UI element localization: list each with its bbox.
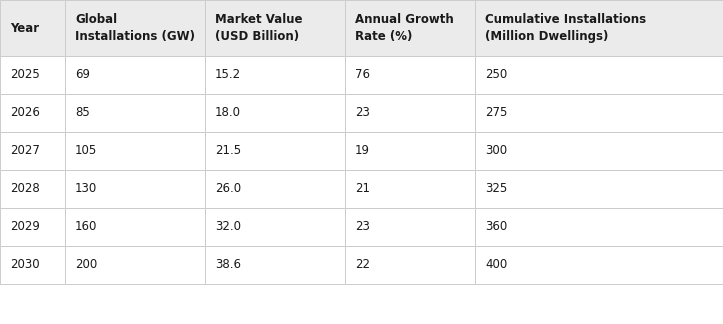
Text: Market Value
(USD Billion): Market Value (USD Billion) <box>215 13 302 43</box>
Bar <box>205 56 345 94</box>
Bar <box>0 208 65 246</box>
Bar <box>65 132 205 170</box>
Bar <box>205 132 345 170</box>
Bar <box>205 208 345 246</box>
Text: 19: 19 <box>355 145 370 157</box>
Text: 400: 400 <box>485 259 508 272</box>
Bar <box>65 56 205 94</box>
Bar <box>205 94 345 132</box>
Text: 160: 160 <box>75 221 98 234</box>
Bar <box>475 56 723 94</box>
Text: 2029: 2029 <box>10 221 40 234</box>
Text: 21: 21 <box>355 182 370 195</box>
Text: Annual Growth
Rate (%): Annual Growth Rate (%) <box>355 13 454 43</box>
Text: 2028: 2028 <box>10 182 40 195</box>
Text: 32.0: 32.0 <box>215 221 241 234</box>
Bar <box>475 0 723 56</box>
Bar <box>205 0 345 56</box>
Text: Global
Installations (GW): Global Installations (GW) <box>75 13 195 43</box>
Bar <box>475 246 723 284</box>
Text: 26.0: 26.0 <box>215 182 241 195</box>
Text: 76: 76 <box>355 68 370 82</box>
Text: 130: 130 <box>75 182 98 195</box>
Text: 23: 23 <box>355 107 370 120</box>
Text: 105: 105 <box>75 145 98 157</box>
Bar <box>475 170 723 208</box>
Text: Cumulative Installations
(Million Dwellings): Cumulative Installations (Million Dwelli… <box>485 13 646 43</box>
Bar <box>205 170 345 208</box>
Bar <box>345 0 475 56</box>
Bar <box>345 56 475 94</box>
Bar <box>0 170 65 208</box>
Text: 38.6: 38.6 <box>215 259 241 272</box>
Text: 2026: 2026 <box>10 107 40 120</box>
Bar <box>0 132 65 170</box>
Bar <box>65 246 205 284</box>
Bar <box>345 132 475 170</box>
Text: 85: 85 <box>75 107 90 120</box>
Bar <box>65 0 205 56</box>
Text: Year: Year <box>10 21 39 34</box>
Text: 2025: 2025 <box>10 68 40 82</box>
Text: 69: 69 <box>75 68 90 82</box>
Bar <box>345 170 475 208</box>
Bar <box>65 94 205 132</box>
Text: 15.2: 15.2 <box>215 68 241 82</box>
Text: 275: 275 <box>485 107 508 120</box>
Bar <box>0 56 65 94</box>
Text: 22: 22 <box>355 259 370 272</box>
Bar <box>205 246 345 284</box>
Bar <box>0 0 65 56</box>
Bar <box>0 246 65 284</box>
Text: 23: 23 <box>355 221 370 234</box>
Bar <box>475 208 723 246</box>
Bar <box>475 132 723 170</box>
Text: 325: 325 <box>485 182 508 195</box>
Bar <box>345 246 475 284</box>
Bar <box>475 94 723 132</box>
Text: 250: 250 <box>485 68 508 82</box>
Text: 2030: 2030 <box>10 259 40 272</box>
Bar <box>65 170 205 208</box>
Text: 360: 360 <box>485 221 508 234</box>
Text: 300: 300 <box>485 145 507 157</box>
Text: 21.5: 21.5 <box>215 145 241 157</box>
Bar <box>345 94 475 132</box>
Bar <box>65 208 205 246</box>
Bar <box>345 208 475 246</box>
Text: 18.0: 18.0 <box>215 107 241 120</box>
Text: 200: 200 <box>75 259 98 272</box>
Text: 2027: 2027 <box>10 145 40 157</box>
Bar <box>0 94 65 132</box>
